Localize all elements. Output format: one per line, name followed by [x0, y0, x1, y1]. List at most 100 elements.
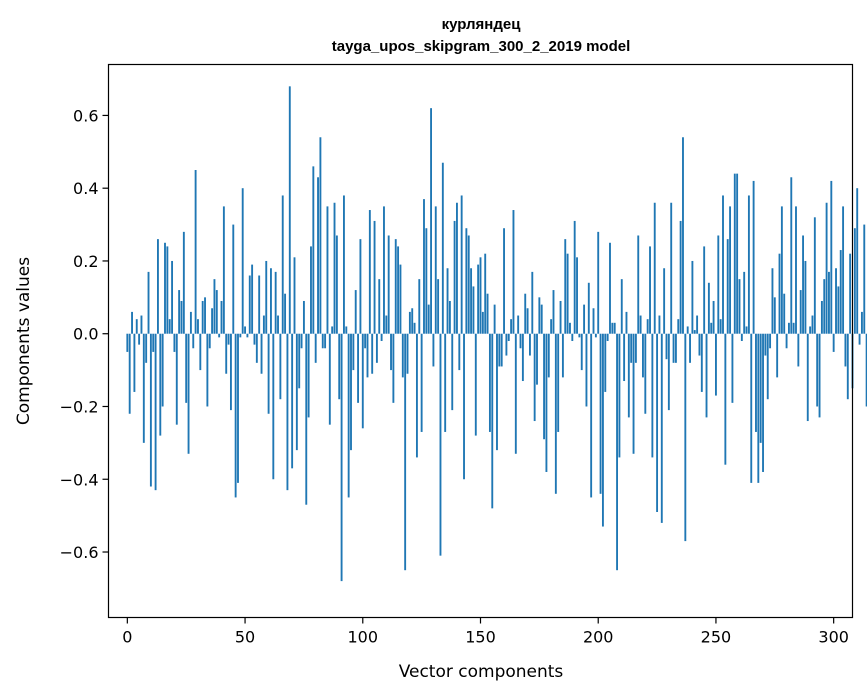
bar: [764, 333, 767, 356]
x-tick-label: 0: [122, 628, 132, 647]
bar: [328, 333, 331, 425]
bar: [594, 333, 597, 338]
bar: [338, 333, 341, 400]
bar: [573, 220, 576, 334]
bar: [270, 268, 272, 334]
bar: [397, 246, 400, 334]
bar: [378, 279, 381, 334]
bar: [776, 333, 779, 378]
bar: [415, 333, 418, 458]
bar: [166, 246, 169, 334]
bar: [729, 206, 732, 334]
y-tick-label: 0.4: [73, 179, 98, 198]
bar: [239, 333, 242, 338]
bar: [432, 333, 435, 367]
bar: [649, 246, 651, 334]
bar: [656, 333, 659, 512]
bar: [392, 333, 395, 403]
bar: [823, 279, 826, 334]
bar: [364, 333, 367, 349]
bar: [860, 311, 863, 334]
bar: [149, 333, 152, 487]
bar: [411, 308, 414, 334]
bar: [771, 268, 774, 334]
bar: [302, 300, 305, 334]
bar: [387, 235, 390, 334]
bar: [401, 333, 404, 378]
bar: [371, 333, 374, 374]
bar: [206, 333, 209, 407]
bar: [766, 333, 769, 400]
bar: [519, 333, 522, 349]
bar: [281, 195, 284, 334]
bar: [747, 195, 750, 334]
bar: [260, 333, 263, 374]
bar: [434, 206, 437, 334]
bar: [712, 300, 715, 334]
bar: [232, 224, 235, 334]
bar: [514, 333, 517, 454]
bar: [458, 333, 461, 371]
bar: [578, 333, 581, 338]
bar: [609, 242, 611, 334]
bar: [225, 333, 228, 374]
bar: [604, 333, 607, 392]
bar: [390, 333, 392, 371]
bar: [524, 293, 527, 334]
bar: [769, 333, 772, 349]
bar: [187, 333, 190, 454]
bar: [192, 333, 195, 349]
bar: [267, 333, 270, 414]
bar: [321, 333, 324, 349]
bar: [326, 206, 329, 334]
bar: [244, 326, 246, 334]
x-tick-label: 250: [701, 628, 732, 647]
bar: [470, 268, 473, 334]
bar: [512, 210, 515, 334]
bar: [698, 333, 701, 356]
bar: [813, 217, 816, 334]
bar: [580, 333, 583, 371]
bar: [703, 246, 706, 334]
y-tick-label: 0.0: [73, 325, 98, 344]
bar: [820, 300, 823, 334]
bar: [543, 333, 546, 440]
bar: [804, 260, 807, 334]
bar: [248, 275, 251, 334]
bar: [427, 304, 430, 334]
bars-group: [126, 86, 867, 582]
bar: [357, 333, 360, 403]
bar: [194, 170, 197, 334]
bar: [319, 137, 322, 334]
bar: [331, 326, 334, 334]
bar: [133, 333, 136, 392]
bar: [354, 290, 357, 334]
bar: [806, 333, 809, 422]
bar: [274, 271, 277, 334]
bar: [667, 333, 670, 411]
bar: [613, 322, 616, 334]
bar: [208, 333, 211, 349]
bar: [164, 242, 166, 334]
bar: [154, 333, 157, 491]
bar: [161, 333, 164, 407]
bar: [463, 333, 465, 480]
bar: [686, 326, 689, 334]
bar: [375, 333, 378, 363]
bar: [444, 333, 447, 432]
bar: [140, 315, 143, 334]
bar: [842, 206, 845, 334]
bar: [380, 333, 383, 341]
bar: [592, 308, 595, 334]
bar: [197, 319, 199, 334]
bar: [305, 333, 308, 505]
bar: [700, 333, 703, 392]
bar: [178, 290, 181, 334]
bar: [255, 333, 258, 363]
bar: [507, 333, 510, 341]
bar: [175, 333, 178, 425]
bar: [152, 333, 155, 352]
bar: [420, 333, 423, 432]
bar: [126, 333, 129, 352]
bar: [663, 268, 666, 334]
